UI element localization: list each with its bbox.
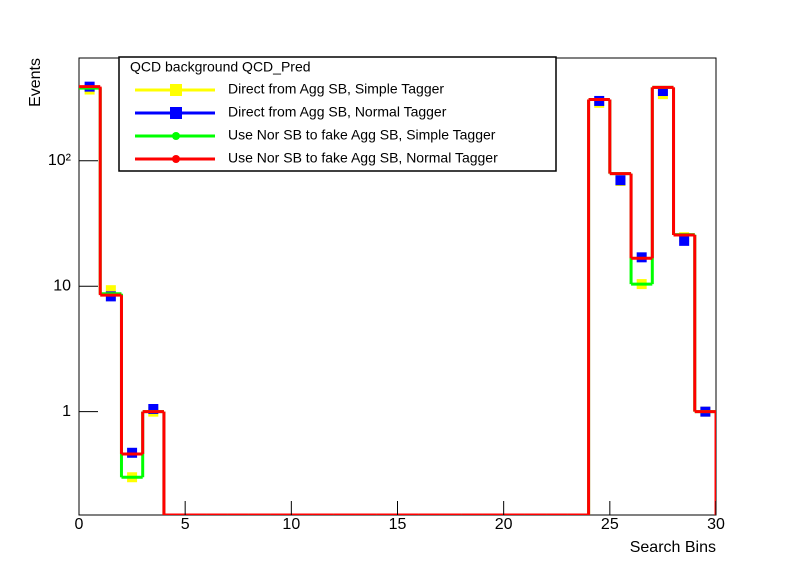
y-tick-label: 10² — [48, 152, 72, 169]
marker — [297, 540, 307, 550]
y-tick-label: 10 — [53, 277, 71, 294]
marker — [233, 540, 243, 550]
marker — [615, 175, 626, 186]
marker — [509, 540, 519, 550]
marker — [276, 540, 286, 550]
x-tick-label: 10 — [282, 516, 300, 533]
x-tick-label: 5 — [181, 516, 190, 533]
marker — [679, 235, 690, 246]
marker — [382, 540, 392, 550]
marker — [446, 540, 456, 550]
marker — [170, 540, 180, 550]
marker — [191, 540, 201, 550]
marker — [339, 540, 349, 550]
marker — [212, 540, 222, 550]
marker — [212, 540, 222, 550]
marker — [446, 540, 456, 550]
marker — [657, 86, 668, 97]
legend: QCD background QCD_Pred Direct from Agg … — [118, 56, 557, 172]
x-tick-label: 15 — [389, 516, 407, 533]
x-axis-label: Search Bins — [630, 539, 716, 556]
marker — [552, 540, 562, 550]
marker — [276, 540, 286, 550]
legend-label: Use Nor SB to fake Agg SB, Normal Tagger — [228, 150, 498, 166]
marker — [339, 540, 349, 550]
marker — [531, 540, 541, 550]
marker — [531, 540, 541, 550]
legend-marker — [170, 107, 182, 119]
marker — [424, 540, 434, 550]
legend-label: Direct from Agg SB, Simple Tagger — [228, 81, 444, 97]
x-tick-label: 20 — [495, 516, 513, 533]
marker — [105, 285, 116, 296]
marker — [552, 540, 562, 550]
marker — [488, 540, 498, 550]
marker — [170, 540, 180, 550]
y-tick-label: 1 — [62, 403, 71, 420]
x-tick-label: 0 — [75, 516, 84, 533]
marker — [382, 540, 392, 550]
marker — [148, 403, 159, 414]
marker — [403, 540, 413, 550]
legend-title: QCD background QCD_Pred — [130, 59, 311, 75]
marker — [509, 540, 519, 550]
marker — [233, 540, 243, 550]
y-axis-label: Events — [27, 58, 44, 107]
marker — [467, 540, 477, 550]
marker — [361, 540, 371, 550]
marker — [318, 540, 328, 550]
marker — [467, 540, 477, 550]
marker — [254, 540, 264, 550]
marker — [297, 540, 307, 550]
marker — [424, 540, 434, 550]
axes: 0 5 10 15 20 25 30 1 10 10² — [48, 152, 725, 533]
marker — [573, 540, 583, 550]
x-tick-label: 25 — [601, 516, 619, 533]
marker — [488, 540, 498, 550]
legend-marker — [172, 155, 180, 163]
marker — [403, 540, 413, 550]
marker — [573, 540, 583, 550]
legend-marker — [170, 84, 182, 96]
x-tick-label: 30 — [707, 516, 725, 533]
marker — [361, 540, 371, 550]
marker — [318, 540, 328, 550]
marker — [254, 540, 264, 550]
plot-area — [79, 81, 716, 550]
legend-label: Direct from Agg SB, Normal Tagger — [228, 104, 447, 120]
marker — [191, 540, 201, 550]
legend-label: Use Nor SB to fake Agg SB, Simple Tagger — [228, 127, 496, 143]
legend-marker — [172, 132, 180, 140]
